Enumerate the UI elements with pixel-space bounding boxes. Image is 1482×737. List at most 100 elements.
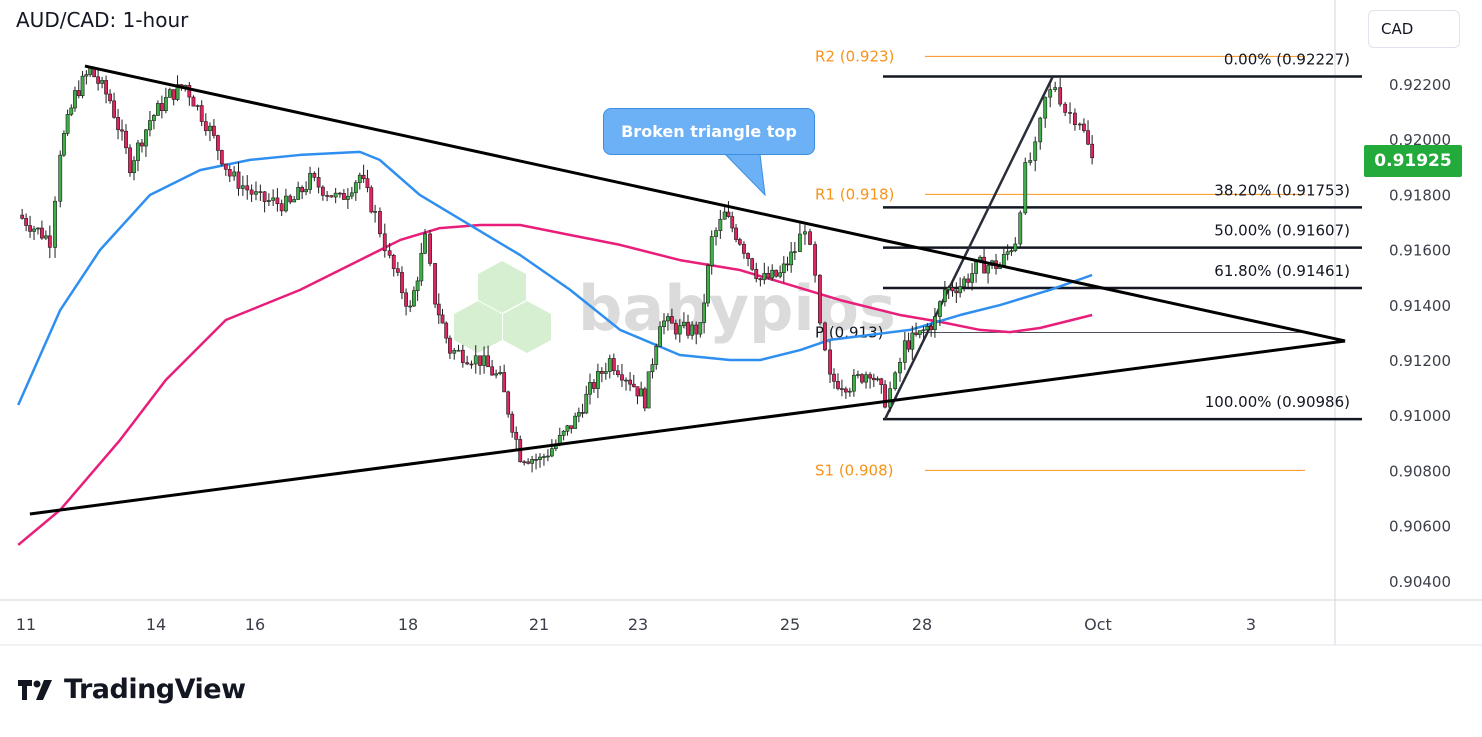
candle-body [946,287,951,291]
candle [382,223,387,258]
candle-body [750,258,755,270]
babypips-watermark: babypips [454,261,896,353]
candle-body [813,244,817,276]
candle-body [888,388,893,408]
candle-body [262,191,267,202]
candle [673,319,678,340]
candle [662,313,666,335]
candle [203,113,208,136]
candle-body [677,325,682,335]
candle-body [296,187,301,200]
candle-body [781,263,786,274]
candle [631,374,636,388]
candle [400,266,404,300]
candle-body [236,171,241,189]
candle-body [879,378,884,385]
candle-body [320,186,325,196]
y-tick-label: 0.91800 [1389,186,1451,204]
candle-body [132,160,136,174]
candle-body [1009,250,1014,253]
candle [549,439,554,458]
candle [433,262,437,308]
candle [100,76,104,89]
candle [1033,136,1038,172]
candle [561,430,566,441]
candle-body [883,384,887,408]
candle [754,262,759,283]
candle [329,195,334,198]
candle-body [893,372,898,389]
candle-body [36,227,40,230]
candle-body [642,388,647,409]
candle [530,455,534,473]
tradingview-logo[interactable]: TradingView [18,674,246,705]
pivot-label: R2 (0.923) [815,47,894,65]
candle-body [785,263,790,266]
currency-button[interactable]: CAD [1368,10,1460,48]
candle-body [573,415,578,429]
candle-body [249,189,254,195]
candle [428,230,432,267]
candle-body [227,169,232,177]
candle [746,252,750,267]
candle-body [1058,87,1063,105]
candle [766,266,771,280]
y-tick-label: 0.91400 [1389,297,1451,315]
candle [682,312,686,329]
candle [140,138,144,153]
candle-body [561,430,566,436]
fib-level-label: 100.00% (0.90986) [1205,393,1350,411]
candle-body [84,74,89,77]
candle [58,150,63,208]
candle [219,149,224,167]
price-chart[interactable]: babypips 0.92200 0.92000 0.91800 0.91600 0.91… [0,0,1482,650]
candle-body [658,326,662,347]
candle [836,373,840,391]
candle [40,220,44,240]
candle [1053,81,1058,93]
candle [1068,102,1072,124]
candle-body [628,379,632,385]
candle-body [140,142,144,147]
candle [860,373,864,385]
candle-body [538,456,542,460]
candle [24,213,29,232]
y-tick-label: 0.91600 [1389,242,1451,260]
candle-body [542,456,546,458]
candle [1018,210,1023,247]
x-tick-label: 23 [628,615,648,634]
candle [611,353,616,375]
candle-body [436,303,441,316]
candle-body [762,273,767,281]
candle [128,144,132,177]
candle-body [187,84,192,98]
candle-body [706,265,710,304]
candle-body [746,253,750,259]
candle-body [1048,89,1053,98]
candle-body [195,105,200,107]
candle-body [828,349,832,375]
candle-body [271,197,276,201]
candle-body [754,269,759,279]
candle [758,277,763,287]
candle [510,411,515,438]
candle-body [1033,141,1038,161]
candle-body [456,349,461,352]
candle [603,362,608,380]
candle [914,322,918,337]
candle [227,165,232,183]
candle [669,308,674,324]
candle-body [404,292,408,307]
watermark-cube-icon [454,301,502,353]
candle [312,171,317,182]
candle [473,345,478,374]
candle-body [20,214,25,219]
candle-body [666,316,670,322]
candle [792,241,797,260]
candle-body [611,358,616,372]
candle [823,321,827,352]
candle-body [159,103,164,111]
candle-body [871,377,876,381]
triangle-lower-line [29,339,1346,516]
candle-body [24,218,29,226]
